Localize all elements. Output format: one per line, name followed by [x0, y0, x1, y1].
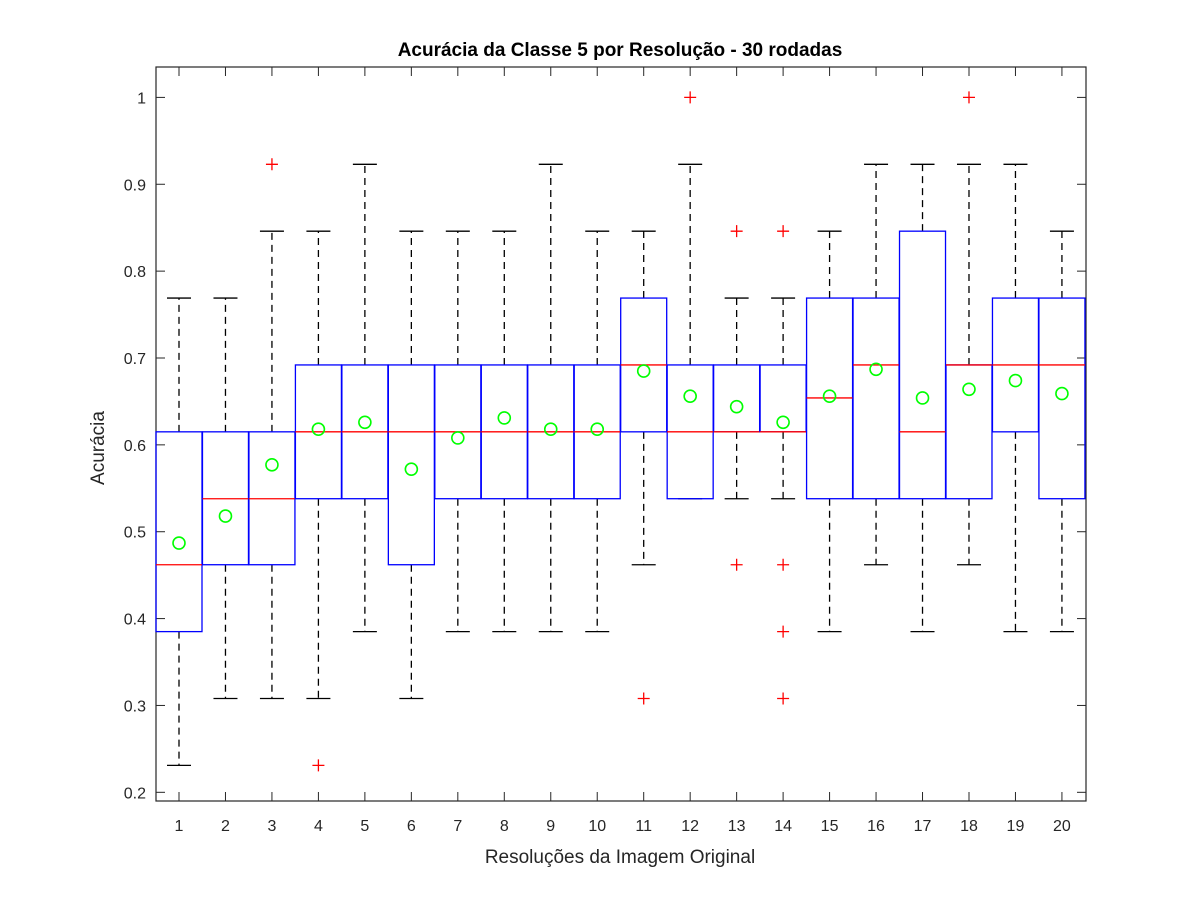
- outlier-marker: [962, 91, 975, 104]
- mean-marker: [962, 382, 976, 397]
- y-tick-label: 1: [137, 90, 146, 107]
- x-tick-label: 4: [314, 818, 323, 835]
- x-tick-label: 19: [1007, 818, 1025, 835]
- y-tick-label: 0.8: [124, 264, 146, 281]
- y-tick-label: 0.7: [124, 351, 146, 368]
- x-tick-label: 14: [774, 818, 792, 835]
- box: [712, 364, 761, 433]
- y-tick-label: 0.4: [124, 612, 146, 629]
- x-tick-label: 2: [221, 818, 230, 835]
- y-tick-label: 0.9: [124, 177, 146, 194]
- outlier-marker: [777, 625, 790, 638]
- mean-marker: [915, 391, 930, 405]
- box: [759, 364, 807, 433]
- x-axis-label: Resoluções da Imagem Original: [485, 847, 755, 868]
- mean-marker: [497, 411, 512, 425]
- mean-marker: [358, 415, 372, 430]
- x-tick-label: 10: [588, 818, 606, 835]
- outlier-marker: [777, 692, 790, 705]
- box: [1038, 297, 1086, 500]
- mean-marker: [218, 509, 233, 523]
- y-tick-label: 0.2: [124, 785, 146, 802]
- x-tick-label: 13: [728, 818, 746, 835]
- box: [387, 364, 436, 566]
- x-tick-label: 1: [175, 818, 184, 835]
- mean-marker: [265, 458, 279, 472]
- mean-marker: [776, 415, 790, 430]
- outlier-marker: [637, 692, 650, 705]
- box: [898, 230, 947, 500]
- x-tick-label: 17: [914, 818, 932, 835]
- mean-marker: [404, 462, 419, 476]
- outlier-marker: [730, 558, 743, 571]
- x-tick-label: 7: [453, 818, 462, 835]
- mean-marker: [869, 362, 883, 377]
- mean-marker: [683, 389, 697, 404]
- outlier-marker: [312, 759, 325, 772]
- x-tick-label: 18: [960, 818, 978, 835]
- x-tick-label: 6: [407, 818, 416, 835]
- y-tick-label: 0.3: [124, 698, 146, 715]
- y-tick-label: 0.6: [124, 438, 146, 455]
- x-tick-label: 9: [546, 818, 555, 835]
- x-tick-label: 20: [1053, 818, 1071, 835]
- outlier-marker: [777, 225, 790, 238]
- mean-marker: [636, 364, 651, 378]
- y-tick-label: 0.5: [124, 525, 146, 542]
- mean-marker: [311, 422, 326, 437]
- x-tick-label: 16: [867, 818, 885, 835]
- outlier-marker: [265, 158, 278, 171]
- x-tick-label: 12: [681, 818, 699, 835]
- mean-marker: [1055, 386, 1069, 401]
- mean-marker: [1008, 373, 1023, 388]
- outlier-marker: [684, 91, 697, 104]
- plot-area: 0.20.30.40.50.60.70.80.911 2 3 4 5 6 7 8 9 10 11 12…: [124, 66, 1087, 835]
- outlier-marker: [730, 225, 743, 238]
- x-tick-label: 8: [500, 818, 509, 835]
- mean-marker: [543, 422, 558, 437]
- x-tick-label: 3: [267, 818, 276, 835]
- mean-marker: [729, 399, 744, 414]
- box: [945, 364, 993, 500]
- x-tick-label: 11: [635, 818, 652, 835]
- box: [852, 297, 900, 500]
- x-tick-label: 15: [821, 818, 839, 835]
- y-axis-label: Acurácia: [88, 411, 109, 485]
- mean-marker: [172, 536, 186, 550]
- mean-marker: [590, 422, 605, 437]
- mean-marker: [822, 389, 837, 404]
- x-tick-label: 5: [360, 818, 369, 835]
- outlier-marker: [777, 558, 790, 571]
- chart-title: Acurácia da Classe 5 por Resolução - 30 …: [398, 40, 843, 61]
- mean-marker: [451, 431, 465, 445]
